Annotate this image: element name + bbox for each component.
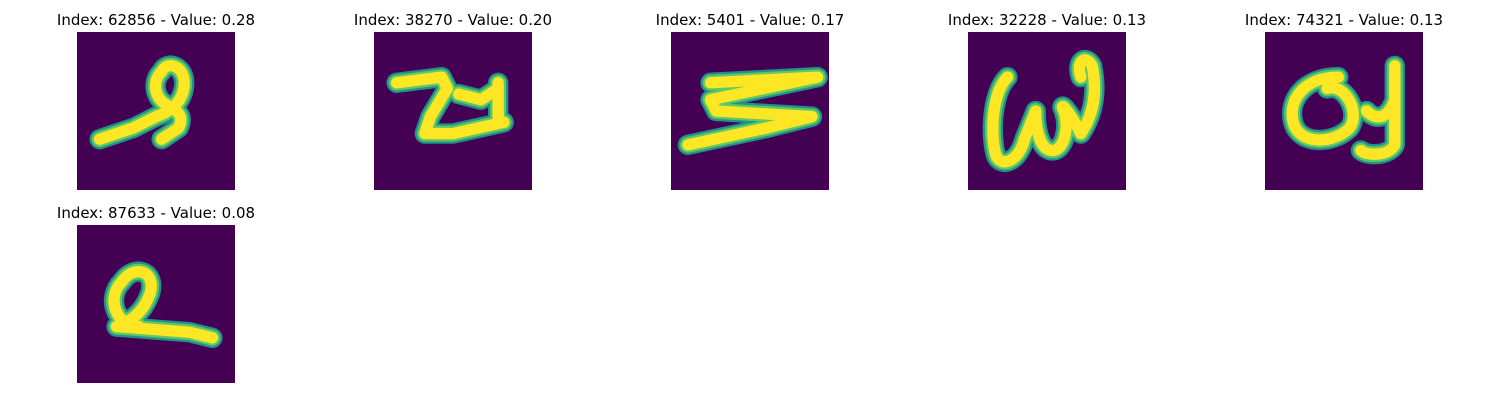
panel-title: Index: 32228 - Value: 0.13	[947, 11, 1147, 29]
panel-title: Index: 38270 - Value: 0.20	[353, 11, 553, 29]
panel-title: Index: 62856 - Value: 0.28	[56, 11, 256, 29]
panel-3: Index: 5401 - Value: 0.17	[620, 10, 880, 190]
panel-title: Index: 87633 - Value: 0.08	[56, 204, 256, 222]
digit-image	[374, 32, 532, 190]
panel-6: Index: 87633 - Value: 0.08	[26, 203, 286, 383]
digit-image	[77, 32, 235, 190]
panel-5: Index: 74321 - Value: 0.13	[1214, 10, 1474, 190]
panel-title: Index: 5401 - Value: 0.17	[655, 11, 845, 29]
panel-title: Index: 74321 - Value: 0.13	[1244, 11, 1444, 29]
panel-2: Index: 38270 - Value: 0.20	[323, 10, 583, 190]
digit-image	[968, 32, 1126, 190]
digit-image	[77, 225, 235, 383]
digit-image	[1265, 32, 1423, 190]
digit-image	[671, 32, 829, 190]
panel-1: Index: 62856 - Value: 0.28	[26, 10, 286, 190]
panel-4: Index: 32228 - Value: 0.13	[917, 10, 1177, 190]
